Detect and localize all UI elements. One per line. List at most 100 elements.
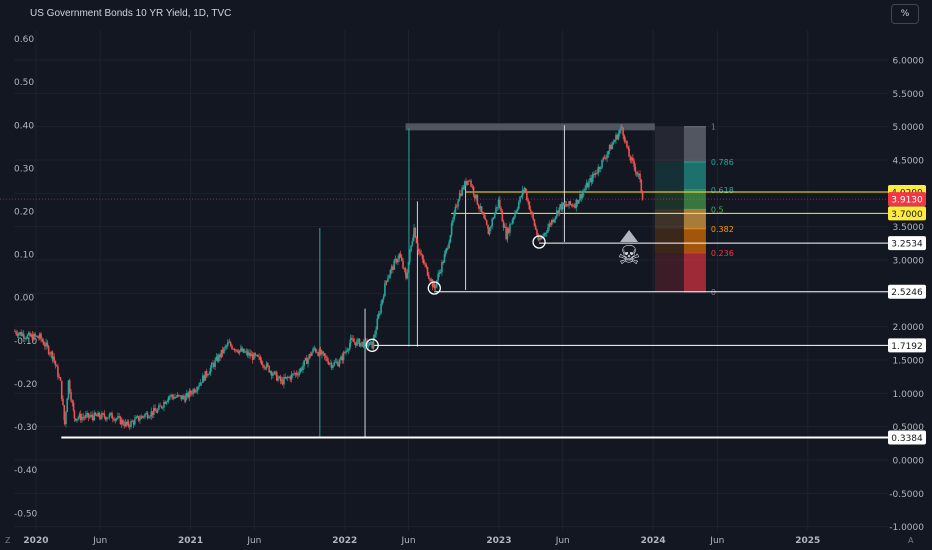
candle-body: [532, 213, 534, 220]
candle-body: [85, 414, 87, 418]
candle-body: [338, 364, 341, 367]
candle-body: [238, 350, 241, 353]
candle-body: [472, 186, 475, 195]
x-axis: 2020 Jun 2021 Jun 2022 Jun 2023 Jun 2024 Jun 2025: [23, 536, 820, 546]
fib-strip: [683, 189, 706, 210]
candle-body: [450, 223, 453, 236]
candle-body: [256, 354, 259, 357]
candle-body: [624, 140, 627, 142]
fib-strip: [683, 162, 706, 190]
candle-body: [294, 373, 297, 375]
candle-body: [60, 380, 63, 399]
candle-body: [457, 199, 460, 202]
candle-body: [590, 177, 593, 183]
candle-body: [299, 368, 302, 373]
candle-body: [511, 219, 514, 224]
candle-body: [134, 418, 136, 425]
candle-body: [394, 259, 397, 261]
candle-body: [363, 340, 366, 348]
candle-body: [38, 337, 40, 339]
candle-body: [191, 393, 193, 395]
candle-body: [58, 376, 60, 378]
candle-body: [324, 356, 327, 358]
candle-body: [316, 351, 318, 353]
candle-body: [171, 394, 174, 397]
candle-body: [392, 266, 394, 270]
candle-body: [497, 199, 500, 208]
candle-body: [569, 201, 572, 205]
candle-body: [275, 372, 278, 381]
candle-body: [637, 173, 639, 176]
right-tick-label: 1.0000: [893, 390, 925, 400]
candle-body: [241, 348, 244, 352]
candle-body: [608, 145, 611, 152]
candle-body: [586, 183, 589, 188]
candle-body: [40, 333, 42, 340]
candle-body: [524, 188, 527, 192]
candle-body: [300, 368, 303, 371]
candle-body: [283, 377, 285, 385]
candle-body: [204, 371, 207, 381]
candle-body: [343, 352, 346, 354]
candle-body: [389, 270, 392, 276]
candle-body: [390, 266, 393, 271]
candle-body: [531, 211, 533, 214]
fib-level-label: 0.382: [711, 225, 734, 234]
candle-body: [553, 219, 556, 222]
candle-body: [166, 400, 169, 402]
percent-scale-button[interactable]: %: [891, 4, 919, 24]
candle-body: [215, 356, 218, 361]
right-axis: 6.00005.50005.00004.50004.00003.50003.00…: [889, 57, 924, 534]
candle-body: [599, 167, 602, 170]
candle-body: [507, 228, 510, 233]
candle-body: [474, 194, 476, 199]
candle-body: [128, 425, 131, 427]
right-tick-label: 3.0000: [893, 257, 925, 267]
candle-body: [496, 207, 499, 208]
candle-body: [574, 205, 576, 208]
candle-body: [543, 233, 545, 237]
candle-body: [262, 364, 264, 366]
candle-body: [479, 206, 482, 209]
candle-body: [402, 260, 404, 269]
candle-body: [460, 193, 462, 196]
candle-body: [259, 356, 262, 361]
candle-body: [502, 221, 505, 228]
candle-body: [87, 412, 90, 418]
candle-body: [487, 224, 489, 229]
overlays: 1 0.786 0.618 0.5 0.382 0.236 0: [0, 123, 888, 439]
candle-body: [613, 140, 616, 143]
candle-body: [326, 357, 328, 362]
candle-body: [612, 142, 615, 144]
chart-title: US Government Bonds 10 YR Yield, 1D, TVC: [30, 8, 232, 19]
candle-body: [231, 345, 233, 349]
candle-body: [601, 159, 603, 168]
left-tick-label: -0.30: [14, 423, 38, 433]
candle-body: [441, 262, 443, 273]
candle-body: [533, 219, 536, 226]
candle-body: [452, 219, 454, 224]
candle-body: [515, 211, 518, 213]
candle-body: [223, 347, 225, 354]
candle-body: [233, 348, 236, 351]
candle-body: [371, 341, 374, 349]
x-tick-label: Jun: [246, 536, 261, 546]
candle-body: [109, 412, 112, 415]
candle-body: [366, 340, 368, 347]
candle-body: [424, 263, 426, 265]
candle-body: [227, 342, 229, 344]
price-labels: 4.02003.70003.25342.52461.71920.33843.91…: [888, 185, 926, 445]
candle-body: [194, 390, 197, 393]
candle-body: [584, 188, 586, 191]
candle-body: [22, 333, 25, 339]
candle-body: [193, 389, 196, 393]
candle-body: [405, 273, 407, 279]
candle-body: [311, 352, 313, 357]
candle-body: [232, 348, 235, 350]
candle-body: [475, 194, 477, 199]
candle-body: [220, 349, 223, 358]
candle-body: [514, 212, 516, 218]
candle-body: [209, 367, 212, 374]
right-tick-label: 5.5000: [893, 90, 925, 100]
